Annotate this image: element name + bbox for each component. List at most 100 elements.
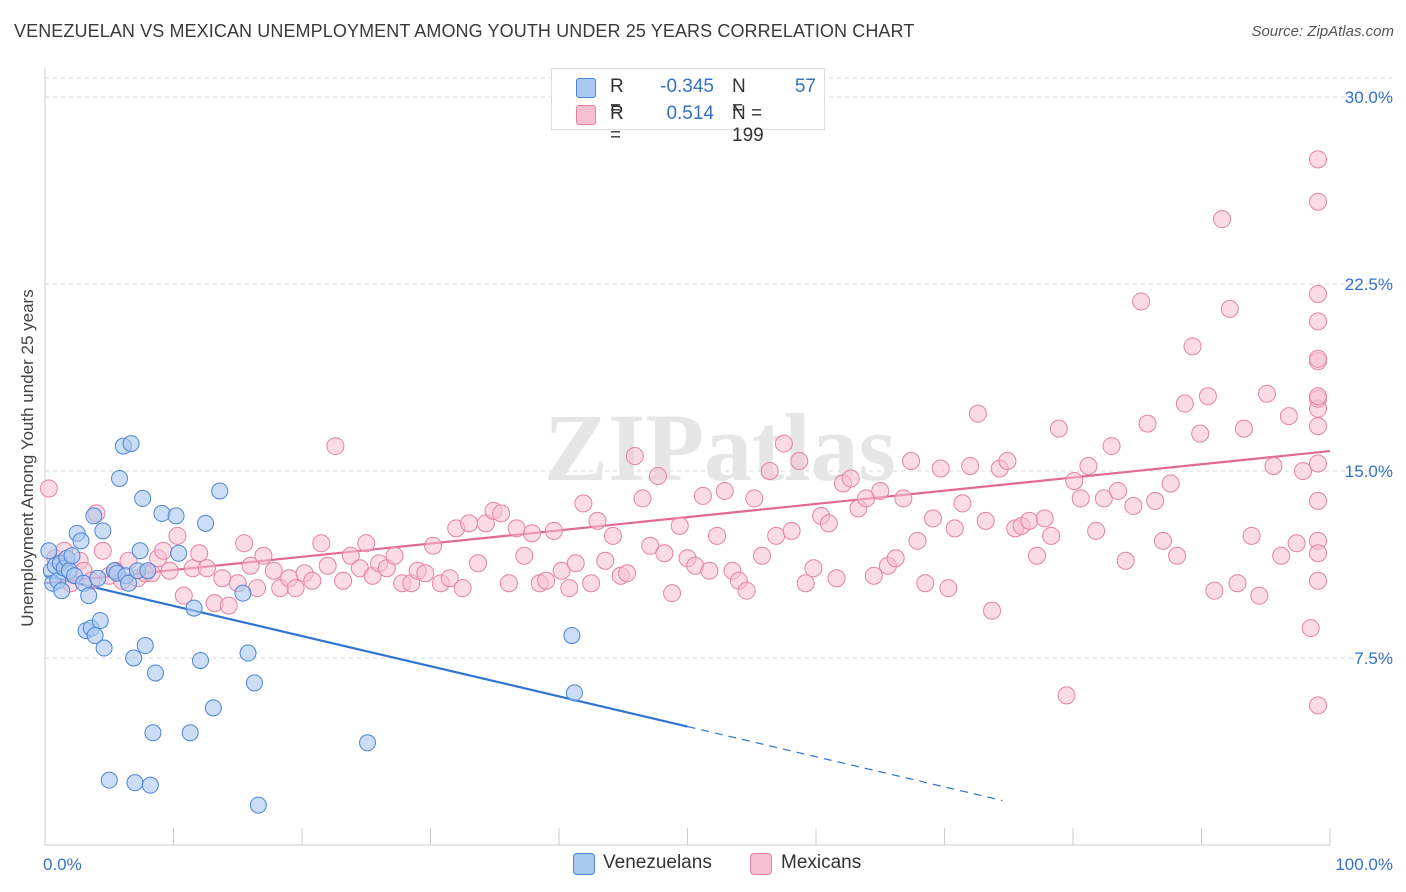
mexicans-point-70: [552, 561, 571, 580]
mexicans-point-58: [460, 514, 479, 533]
mexicans-point-96: [745, 489, 764, 508]
mexicans-point-85: [663, 584, 682, 603]
mexicans-point-62: [492, 504, 511, 523]
mexicans-legend-label: Mexicans: [781, 852, 862, 873]
mexicans-point-123: [945, 519, 964, 538]
mexicans-point-101: [782, 521, 801, 540]
mexicans-swatch: [576, 105, 596, 125]
venezuelans-point-24: [100, 771, 118, 789]
mexicans-point-63: [499, 574, 518, 593]
mexicans-point-169: [1287, 534, 1306, 553]
mexicans-point-151: [1153, 531, 1172, 550]
mexicans-point-95: [737, 581, 756, 600]
mexicans-point-90: [700, 561, 719, 580]
mexicans-point-28: [235, 534, 254, 553]
mexicans-point-130: [998, 452, 1017, 471]
mexicans-point-74: [582, 574, 601, 593]
mexicans-point-182: [1309, 417, 1327, 436]
venezuelans-point-47: [191, 651, 209, 669]
mexicans-point-122: [939, 579, 958, 598]
mexicans-point-103: [796, 574, 815, 593]
mexicans-point-142: [1087, 521, 1106, 540]
venezuelans-legend-swatch: [573, 853, 595, 875]
venezuelans-point-27: [111, 469, 129, 487]
venezuelans-point-30: [120, 574, 138, 592]
mexicans-point-168: [1279, 407, 1298, 426]
venezuelans-point-32: [125, 649, 143, 667]
source-label: Source: ZipAtlas.com: [1251, 23, 1394, 40]
venezuelans-point-56: [563, 627, 581, 645]
mexicans-point-145: [1108, 481, 1127, 500]
venezuelans-point-57: [565, 684, 583, 702]
mexicans-point-76: [596, 551, 615, 570]
mexicans-point-35: [286, 579, 305, 598]
mexicans-point-153: [1168, 546, 1187, 565]
mexicans-point-127: [976, 511, 995, 530]
mexicans-point-187: [1309, 150, 1327, 169]
r-label: R =: [610, 76, 624, 119]
venezuelans-point-16: [80, 587, 98, 605]
mexicans-point-8: [93, 541, 112, 560]
venezuelans-point-41: [147, 664, 165, 682]
venezuelans-point-18: [85, 507, 103, 525]
mexicans-point-84: [655, 544, 674, 563]
mexicans-point-116: [894, 489, 913, 508]
mexicans-point-174: [1309, 312, 1327, 331]
mexicans-point-170: [1294, 462, 1313, 480]
mexicans-point-149: [1138, 414, 1157, 433]
mexicans-point-125: [961, 457, 980, 476]
venezuelans-point-43: [167, 507, 185, 525]
mexicans-point-25: [213, 569, 232, 588]
mexicans-point-156: [1191, 424, 1210, 443]
mexicans-point-86: [670, 516, 689, 535]
y-tick-label-2: 22.5%: [1345, 275, 1393, 294]
venezuelans-point-39: [141, 776, 159, 794]
mexicans-point-128: [983, 601, 1002, 620]
mexicans-point-75: [588, 511, 607, 530]
mexicans-point-154: [1175, 394, 1194, 413]
mexicans-point-22: [190, 544, 209, 563]
venezuelans-point-10: [63, 547, 81, 565]
mexicans-point-140: [1071, 489, 1090, 508]
r-value: -0.345: [660, 76, 714, 97]
mexicans-point-157: [1198, 387, 1217, 406]
mexicans-point-18: [160, 561, 179, 580]
venezuelans-point-46: [185, 599, 203, 617]
venezuelans-point-40: [144, 724, 162, 742]
mexicans-point-83: [648, 466, 667, 485]
mexicans-point-141: [1079, 457, 1098, 476]
mexicans-point-92: [715, 481, 734, 500]
venezuelans-point-21: [91, 612, 109, 630]
r-label: R =: [610, 103, 624, 146]
mexicans-point-102: [790, 452, 809, 471]
mexicans-point-98: [760, 462, 779, 480]
mexicans-point-177: [1309, 192, 1327, 211]
axes: [44, 68, 1331, 846]
venezuelans-point-23: [95, 639, 113, 657]
venezuelans-point-42: [153, 504, 171, 522]
mexicans-point-19: [168, 526, 187, 545]
mexicans-point-163: [1242, 526, 1261, 545]
mexicans-point-104: [804, 559, 823, 578]
mexicans-points: [39, 150, 1327, 715]
mexicans-point-64: [507, 519, 526, 538]
mexicans-point-150: [1146, 491, 1165, 510]
mexicans-point-107: [827, 569, 846, 588]
mexicans-point-113: [871, 481, 890, 500]
mexicans-point-42: [341, 546, 360, 565]
mexicans-point-52: [416, 564, 435, 583]
venezuelans-point-6: [53, 582, 71, 600]
venezuelans-point-22: [94, 522, 112, 540]
venezuelans-point-36: [134, 489, 152, 507]
mexicans-point-106: [819, 514, 838, 533]
venezuelans-point-35: [131, 542, 149, 560]
mexicans-point-164: [1250, 586, 1269, 605]
mexicans-point-77: [603, 526, 622, 545]
venezuelans-point-19: [86, 627, 104, 645]
mexicans-point-112: [864, 566, 883, 585]
mexicans-point-79: [618, 564, 637, 583]
mexicans-point-57: [453, 579, 472, 598]
mexicans-point-172: [1309, 571, 1327, 590]
y-tick-label-1: 15.0%: [1345, 462, 1393, 481]
